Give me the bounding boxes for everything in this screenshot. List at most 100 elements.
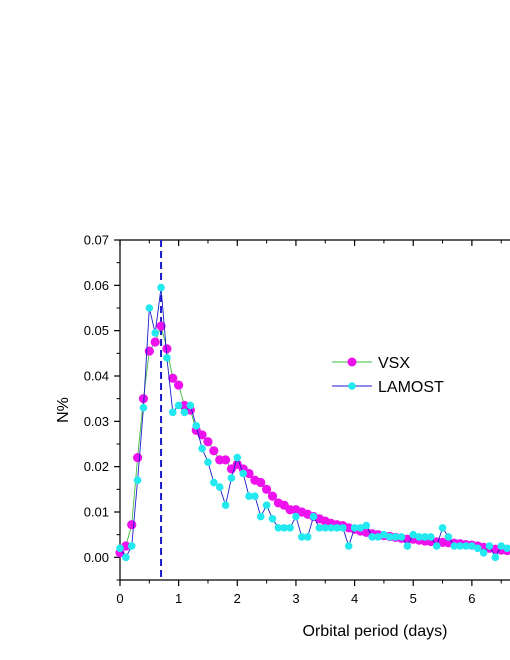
data-point: [262, 484, 272, 494]
data-point: [220, 455, 231, 465]
data-point: [327, 524, 335, 532]
data-point: [321, 524, 330, 532]
plot-area: 0 1 2 3 4 5 6 0.00 0.01 0.02 0.03 0.04 0.05 0.06 0.07: [84, 233, 510, 606]
data-point: [233, 453, 242, 462]
x-ticks: 0 1 2 3 4 5 6: [116, 240, 502, 606]
data-point: [209, 446, 219, 456]
data-point: [215, 483, 224, 491]
data-point: [267, 491, 278, 501]
data-point: [127, 542, 136, 550]
y-tick-label: 0.07: [84, 233, 109, 248]
data-point: [256, 477, 266, 488]
y-tick-label: 0.03: [84, 414, 109, 429]
data-point: [491, 553, 500, 562]
data-point: [139, 403, 148, 412]
y-tick-label: 0.00: [84, 550, 109, 565]
data-point: [132, 453, 143, 463]
data-point: [280, 524, 289, 532]
data-point: [503, 544, 510, 553]
series-vsx: [115, 321, 510, 558]
data-point: [292, 512, 300, 521]
data-point: [210, 478, 218, 487]
y-tick-label: 0.05: [84, 323, 109, 338]
data-point: [163, 354, 171, 362]
y-tick-label: 0.01: [84, 505, 109, 520]
x-tick-label: 6: [468, 591, 475, 606]
data-point: [421, 533, 429, 541]
y-ticks: 0.00 0.01 0.02 0.03 0.04 0.05 0.06 0.07: [84, 233, 120, 581]
data-point: [245, 492, 253, 500]
data-point: [415, 533, 423, 541]
data-point: [157, 283, 165, 292]
data-point: [145, 304, 154, 312]
data-point: [180, 408, 189, 417]
data-point: [168, 408, 177, 417]
data-point: [368, 533, 376, 541]
data-point: [256, 512, 265, 521]
data-point: [239, 469, 247, 478]
data-point: [479, 549, 488, 557]
data-point: [127, 520, 137, 530]
data-point: [333, 524, 341, 532]
data-point: [380, 530, 388, 539]
data-point: [251, 492, 259, 500]
y-tick-label: 0.02: [84, 459, 109, 474]
data-point: [468, 542, 476, 550]
data-point: [274, 524, 283, 532]
x-tick-label: 5: [410, 591, 417, 606]
data-point: [116, 544, 124, 553]
data-point: [150, 337, 160, 347]
data-point: [432, 542, 441, 550]
data-point: [497, 542, 506, 550]
data-point: [374, 533, 382, 541]
data-point: [356, 524, 365, 532]
data-point: [397, 533, 406, 541]
data-point: [221, 501, 230, 510]
data-point: [162, 344, 172, 354]
legend: VSX LAMOST: [332, 355, 444, 396]
data-point: [309, 512, 318, 521]
y-tick-label: 0.04: [84, 369, 109, 384]
legend-marker-vsx: [347, 357, 357, 367]
x-tick-label: 1: [175, 591, 182, 606]
data-point: [438, 524, 447, 532]
data-point: [385, 533, 394, 541]
data-point: [203, 437, 213, 447]
data-point: [462, 542, 470, 550]
data-point: [450, 542, 459, 550]
data-point: [298, 533, 306, 541]
data-point: [144, 346, 154, 356]
series-lamost: [116, 283, 510, 562]
data-point: [204, 458, 212, 466]
data-point: [286, 524, 294, 532]
data-point: [350, 524, 359, 532]
data-point: [192, 422, 201, 430]
legend-marker-lamost: [348, 382, 356, 390]
x-tick-label: 2: [234, 591, 241, 606]
data-point: [362, 521, 371, 530]
data-point: [198, 444, 206, 453]
legend-label-vsx: VSX: [378, 355, 410, 372]
data-point: [303, 533, 312, 541]
x-tick-label: 3: [292, 591, 299, 606]
data-point: [138, 394, 149, 404]
data-point: [186, 401, 195, 410]
x-tick-label: 4: [351, 591, 358, 606]
data-point: [227, 474, 236, 482]
data-point: [168, 373, 178, 383]
data-point: [174, 401, 183, 410]
data-point: [133, 476, 142, 485]
data-point: [391, 533, 400, 541]
series-layer: [115, 283, 510, 562]
y-axis-title: N%: [55, 397, 72, 423]
legend-label-lamost: LAMOST: [378, 379, 444, 396]
data-point: [268, 515, 277, 523]
data-point: [262, 501, 271, 510]
data-point: [174, 380, 184, 390]
data-point: [456, 542, 464, 550]
data-point: [339, 524, 347, 532]
data-point: [409, 530, 418, 539]
x-tick-label: 0: [116, 591, 123, 606]
data-point: [403, 542, 412, 550]
data-point: [344, 542, 353, 550]
